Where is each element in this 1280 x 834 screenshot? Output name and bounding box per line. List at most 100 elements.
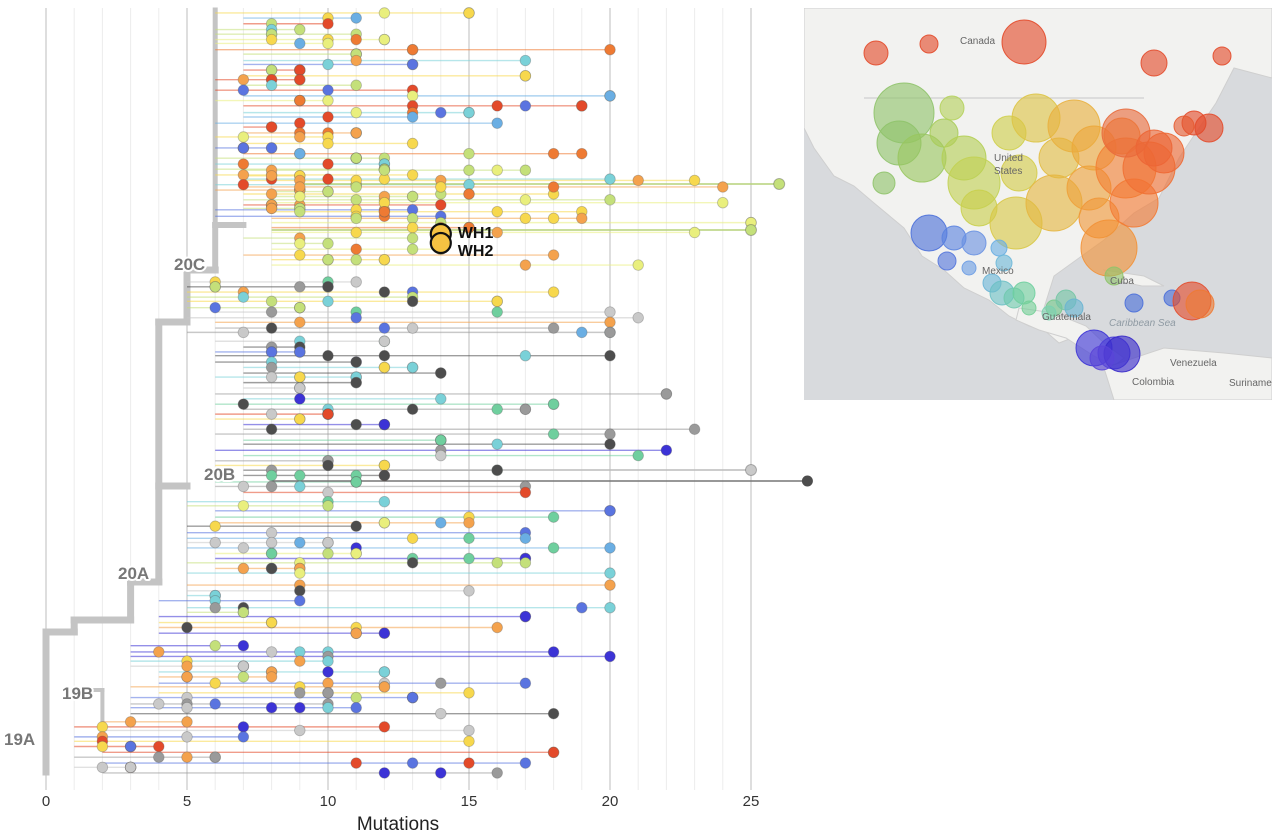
tip-node bbox=[209, 281, 221, 293]
x-tick-label: 0 bbox=[42, 793, 50, 810]
tip-node bbox=[237, 326, 250, 339]
clade-label-halo: 20C bbox=[174, 255, 205, 274]
tip-node bbox=[153, 698, 165, 710]
tip-node bbox=[463, 552, 475, 565]
tip-node bbox=[406, 691, 419, 704]
tip-node bbox=[350, 701, 362, 714]
tip-node bbox=[406, 757, 419, 769]
tip-node bbox=[322, 677, 334, 689]
tip-node bbox=[181, 731, 193, 743]
tip-node bbox=[350, 243, 362, 255]
tip-node bbox=[322, 281, 334, 293]
map-bubble bbox=[872, 171, 896, 195]
tip-node bbox=[547, 511, 560, 523]
tip-node bbox=[181, 716, 193, 728]
map-labels: Canada United States Mexico Cuba Guatemala Car… bbox=[960, 36, 1272, 389]
tip-node bbox=[294, 701, 306, 714]
tip-node bbox=[378, 517, 391, 529]
tip-node bbox=[322, 37, 334, 50]
tip-node bbox=[294, 371, 306, 383]
tip-node bbox=[237, 480, 250, 493]
tip-node bbox=[660, 444, 673, 456]
tip-node bbox=[547, 428, 560, 440]
map-bubble bbox=[1173, 115, 1195, 137]
tip-node bbox=[265, 64, 278, 76]
tip-node bbox=[322, 666, 334, 678]
clade-label: 20B bbox=[204, 465, 235, 484]
tip-node bbox=[237, 291, 250, 303]
tip-node bbox=[350, 547, 362, 560]
tip-node bbox=[294, 249, 306, 261]
map-label-guatemala: Guatemala bbox=[1042, 312, 1091, 323]
tip-node bbox=[632, 259, 644, 271]
wh2-node[interactable] bbox=[429, 231, 452, 255]
tip-node bbox=[547, 707, 560, 720]
tip-node bbox=[491, 403, 503, 415]
tip-node bbox=[519, 194, 532, 206]
tip-node bbox=[294, 237, 306, 250]
tip-node bbox=[547, 646, 560, 658]
tip-node bbox=[519, 100, 532, 112]
map-label-cuba: Cuba bbox=[1110, 276, 1134, 287]
tip-node bbox=[294, 281, 306, 293]
tip-node bbox=[406, 361, 419, 374]
clade-label: 20A bbox=[118, 564, 149, 583]
map-bubble bbox=[995, 254, 1013, 272]
tip-node bbox=[406, 190, 419, 203]
tip-node bbox=[237, 398, 250, 410]
tip-node bbox=[406, 169, 419, 181]
tip-node bbox=[547, 542, 560, 554]
tip-node bbox=[237, 660, 250, 672]
tip-node bbox=[265, 202, 278, 215]
tip-node bbox=[209, 677, 221, 689]
tip-node bbox=[406, 90, 419, 102]
tip-node bbox=[406, 403, 419, 415]
tip-node bbox=[576, 326, 588, 339]
tip-node bbox=[265, 547, 278, 560]
map-bubble bbox=[1194, 113, 1224, 143]
map-label-mexico: Mexico bbox=[982, 266, 1014, 277]
tip-node bbox=[209, 639, 221, 652]
tip-node bbox=[294, 316, 306, 328]
tip-node bbox=[350, 376, 362, 389]
tip-node bbox=[773, 178, 786, 190]
tip-node bbox=[237, 169, 250, 181]
map-bubble bbox=[937, 251, 957, 271]
tip-node bbox=[209, 698, 221, 710]
tip-node bbox=[322, 547, 334, 560]
tip-node bbox=[322, 84, 334, 96]
tip-node bbox=[294, 64, 306, 76]
tip-node bbox=[322, 185, 334, 198]
tip-node bbox=[124, 761, 137, 774]
tip-node bbox=[124, 740, 137, 753]
tip-node bbox=[519, 403, 532, 415]
tip-node bbox=[209, 520, 221, 532]
tip-node bbox=[491, 226, 503, 239]
tip-node bbox=[237, 671, 250, 683]
tip-node bbox=[209, 301, 221, 314]
tip-node bbox=[153, 646, 165, 658]
map-canvas: Canada United States Mexico Cuba Guatemala Car… bbox=[804, 8, 1272, 400]
tip-node bbox=[435, 199, 447, 211]
tip-node bbox=[378, 254, 391, 266]
tip-node bbox=[576, 602, 588, 614]
tip-node bbox=[547, 746, 560, 759]
tip-node bbox=[350, 226, 362, 239]
tip-node bbox=[406, 557, 419, 569]
tip-node bbox=[294, 480, 306, 493]
tip-node bbox=[378, 335, 391, 347]
tip-node bbox=[350, 691, 362, 704]
tip-node bbox=[576, 100, 588, 112]
tip-node bbox=[463, 188, 475, 200]
tip-node bbox=[547, 398, 560, 410]
tip-node bbox=[322, 687, 334, 699]
tip-node bbox=[378, 495, 391, 508]
tip-node bbox=[491, 464, 503, 476]
tip-node bbox=[294, 567, 306, 579]
tip-node bbox=[294, 301, 306, 314]
tip-node bbox=[265, 423, 278, 435]
tip-node bbox=[406, 532, 419, 544]
tip-node bbox=[96, 761, 109, 774]
tip-node bbox=[96, 721, 109, 733]
